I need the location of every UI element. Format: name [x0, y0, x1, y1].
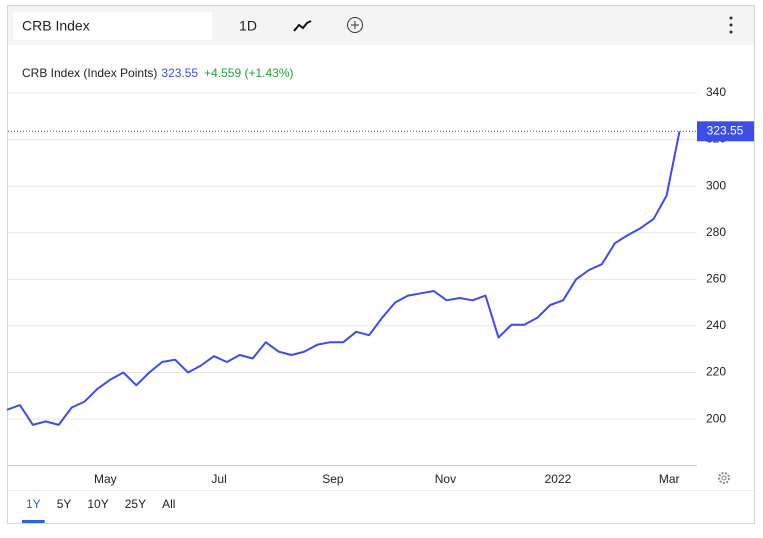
interval[interactable]: 1D	[239, 18, 257, 34]
range-button[interactable]: All	[162, 497, 175, 511]
y-tick-label: 260	[706, 272, 726, 286]
x-tick-label: 2022	[545, 472, 572, 486]
menu-icon[interactable]	[729, 16, 733, 34]
x-tick-label: Mar	[659, 472, 680, 486]
series-line	[6, 131, 681, 426]
settings-icon[interactable]	[718, 472, 730, 484]
range-button[interactable]: 10Y	[87, 497, 108, 511]
add-icon[interactable]	[347, 17, 363, 33]
y-tick-label: 220	[706, 365, 726, 379]
chart-type-icon[interactable]	[293, 20, 312, 32]
y-tick-label: 300	[706, 178, 726, 192]
last-value-box	[697, 121, 754, 142]
symbol[interactable]: CRB Index	[22, 18, 90, 34]
y-tick-label: 200	[706, 411, 726, 425]
range-button[interactable]: 25Y	[125, 497, 146, 511]
y-tick-label: 280	[706, 225, 726, 239]
range-button[interactable]: 1Y	[26, 497, 41, 511]
legend-value: 323.55	[161, 66, 198, 80]
x-tick-label: Sep	[322, 472, 344, 486]
symbol-input[interactable]	[13, 12, 212, 40]
y-tick-label: 240	[706, 318, 726, 332]
last-value-label: 323.55	[707, 123, 744, 137]
legend-change: +4.559 (+1.43%)	[204, 66, 293, 80]
y-tick-label: 340	[706, 85, 726, 99]
range-underline	[22, 520, 45, 523]
add-icon-plus	[351, 21, 359, 29]
x-tick-label: Jul	[211, 472, 226, 486]
x-tick-label: Nov	[435, 472, 456, 486]
x-tick-label: May	[94, 472, 117, 486]
legend-name: CRB Index (Index Points)	[22, 66, 157, 80]
frame	[7, 5, 755, 524]
range-button[interactable]: 5Y	[57, 497, 72, 511]
